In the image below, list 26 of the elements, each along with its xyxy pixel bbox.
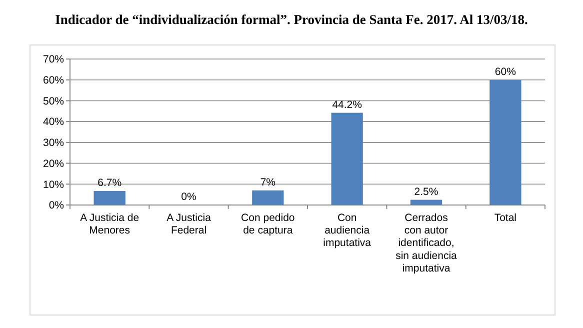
data-label: 2.5% [414,186,438,198]
y-tick-label: 70% [42,54,64,66]
data-label: 7% [260,176,276,188]
data-label: 0% [181,191,196,203]
bar [331,112,363,205]
x-tick-label: A Justicia de Menores [80,212,140,237]
bar [94,191,126,205]
data-label: 6.7% [98,177,122,190]
y-tick-label: 0% [48,200,64,212]
x-tick-label: A Justicia Federal [166,212,212,237]
bar [252,190,284,205]
x-tick-label: Total [494,212,517,224]
chart-title: Indicador de “individualización formal”. Provincia de Santa Fe. 2017. Al 13/03/18. [55,12,528,27]
y-tick-label: 10% [42,178,64,191]
bar [410,200,442,205]
y-tick-label: 60% [42,74,64,87]
data-label: 44.2% [332,98,362,111]
y-tick-label: 20% [42,158,64,170]
bar [490,80,522,205]
y-tick-label: 30% [42,137,64,150]
x-tick-label: Con audiencia imputativa [323,212,372,250]
y-tick-label: 40% [42,116,64,128]
data-label: 60% [494,66,516,78]
x-tick-label: Con pedido de captura [241,212,295,237]
y-tick-label: 50% [42,95,64,108]
x-tick-label: Cerrados con autor identificado, sin audiencia imputativa [396,212,458,274]
